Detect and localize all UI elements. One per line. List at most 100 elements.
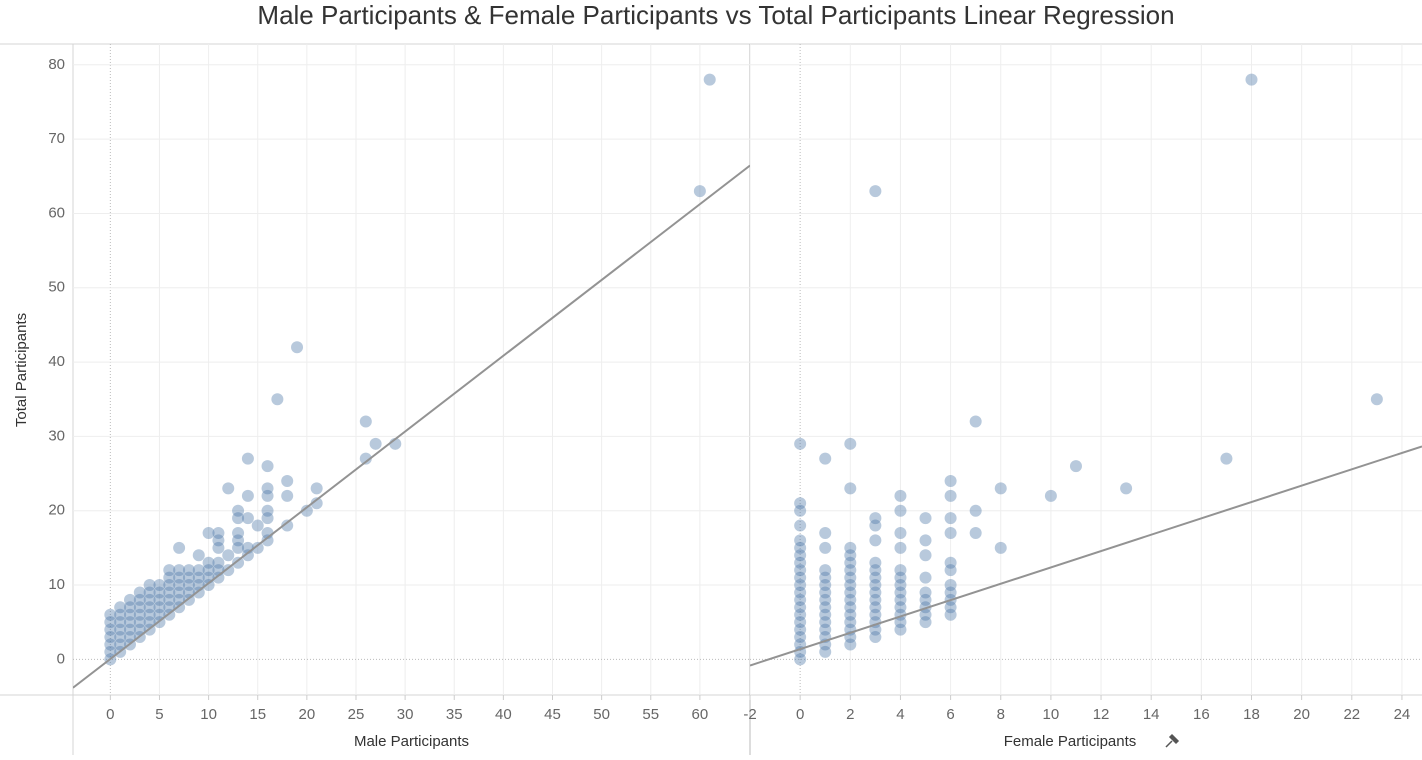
point bbox=[1069, 460, 1082, 473]
x-tick-label: 4 bbox=[896, 706, 904, 723]
point bbox=[869, 608, 882, 621]
point bbox=[819, 541, 832, 554]
point bbox=[944, 564, 957, 577]
point bbox=[310, 497, 323, 510]
point bbox=[794, 601, 807, 614]
point bbox=[819, 623, 832, 636]
point bbox=[869, 534, 882, 547]
point bbox=[241, 452, 254, 465]
x-tick-label: 10 bbox=[1043, 706, 1060, 723]
point bbox=[143, 593, 156, 606]
point bbox=[794, 608, 807, 621]
x-tick-label: 22 bbox=[1343, 706, 1360, 723]
point bbox=[104, 608, 117, 621]
point bbox=[241, 489, 254, 502]
point bbox=[261, 534, 274, 547]
point bbox=[844, 437, 857, 450]
point bbox=[222, 482, 235, 495]
point bbox=[123, 623, 136, 636]
point bbox=[261, 460, 274, 473]
point bbox=[212, 526, 225, 539]
point bbox=[202, 526, 215, 539]
point bbox=[819, 452, 832, 465]
x-tick-label: 55 bbox=[642, 706, 659, 723]
point bbox=[819, 601, 832, 614]
point bbox=[251, 541, 264, 554]
point bbox=[173, 586, 186, 599]
x-tick-label: 45 bbox=[544, 706, 561, 723]
x-tick-label: 2 bbox=[846, 706, 854, 723]
point bbox=[143, 579, 156, 592]
x-tick-label: 50 bbox=[593, 706, 610, 723]
point bbox=[261, 512, 274, 525]
point bbox=[703, 73, 716, 86]
point bbox=[241, 512, 254, 525]
point bbox=[919, 616, 932, 629]
point bbox=[114, 638, 127, 651]
point bbox=[819, 526, 832, 539]
point bbox=[869, 631, 882, 644]
point bbox=[133, 586, 146, 599]
point bbox=[153, 586, 166, 599]
point bbox=[894, 571, 907, 584]
x-tick-label: 10 bbox=[200, 706, 217, 723]
x-tick-label: 0 bbox=[796, 706, 804, 723]
x-tick-label: 5 bbox=[155, 706, 163, 723]
point bbox=[104, 616, 117, 629]
point bbox=[163, 593, 176, 606]
point bbox=[212, 534, 225, 547]
point bbox=[291, 341, 304, 354]
point bbox=[794, 616, 807, 629]
y-axis-title: Total Participants bbox=[13, 313, 30, 427]
point bbox=[1120, 482, 1133, 495]
point bbox=[794, 623, 807, 636]
point bbox=[212, 571, 225, 584]
point bbox=[173, 541, 186, 554]
point bbox=[869, 519, 882, 532]
point bbox=[944, 601, 957, 614]
x-tick-label: 20 bbox=[1293, 706, 1310, 723]
x-tick-label: 8 bbox=[997, 706, 1005, 723]
point bbox=[123, 608, 136, 621]
point bbox=[844, 482, 857, 495]
point bbox=[173, 579, 186, 592]
x-tick-label: 25 bbox=[348, 706, 365, 723]
point bbox=[212, 556, 225, 569]
point bbox=[794, 571, 807, 584]
point bbox=[844, 541, 857, 554]
point bbox=[794, 653, 807, 666]
point bbox=[794, 586, 807, 599]
point bbox=[844, 593, 857, 606]
point bbox=[1245, 73, 1258, 86]
point bbox=[969, 504, 982, 517]
point bbox=[192, 564, 205, 577]
y-tick-label: 40 bbox=[48, 353, 65, 370]
point bbox=[944, 556, 957, 569]
point bbox=[369, 437, 382, 450]
x-tick-label: 24 bbox=[1394, 706, 1411, 723]
point bbox=[844, 579, 857, 592]
point bbox=[944, 512, 957, 525]
point bbox=[869, 579, 882, 592]
point bbox=[919, 534, 932, 547]
point bbox=[163, 586, 176, 599]
point bbox=[794, 534, 807, 547]
point bbox=[133, 593, 146, 606]
y-tick-label: 60 bbox=[48, 204, 65, 221]
point bbox=[0, 341, 6, 353]
point bbox=[1370, 393, 1383, 406]
point bbox=[143, 608, 156, 621]
y-tick-label: 70 bbox=[48, 130, 65, 147]
point bbox=[261, 504, 274, 517]
point bbox=[819, 564, 832, 577]
point bbox=[869, 571, 882, 584]
x-tick-label: 12 bbox=[1093, 706, 1110, 723]
point bbox=[819, 616, 832, 629]
point bbox=[133, 608, 146, 621]
point bbox=[969, 526, 982, 539]
point bbox=[143, 601, 156, 614]
point bbox=[844, 586, 857, 599]
point bbox=[844, 549, 857, 562]
point bbox=[969, 415, 982, 428]
